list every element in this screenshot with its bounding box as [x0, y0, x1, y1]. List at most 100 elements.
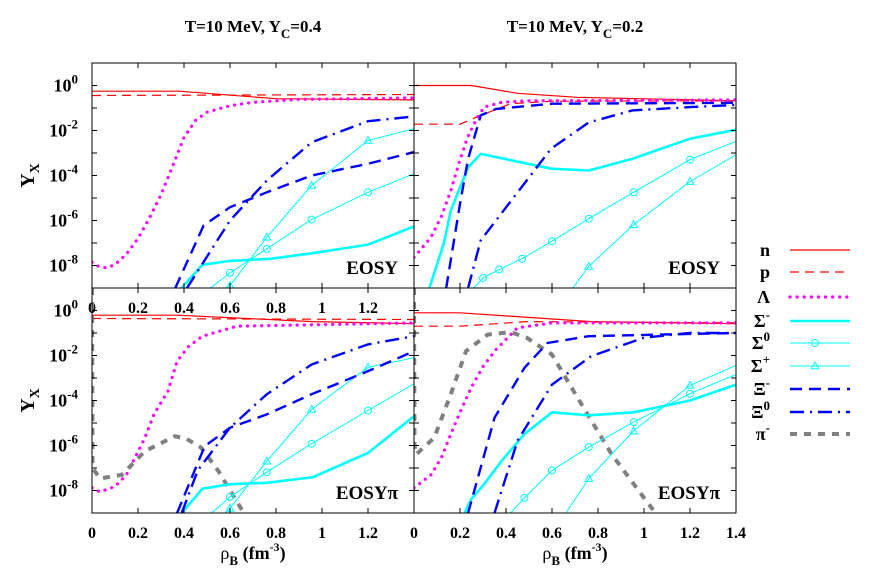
text-span: Ξ [753, 379, 765, 399]
panel-top-right: T=10 MeV, YC=0.2 EOSY [413, 17, 737, 289]
text-span: 0.6 [220, 525, 240, 542]
text-span: -2 [67, 342, 78, 357]
y-tick-label: 10-8 [49, 477, 78, 501]
text-span: Σ [754, 311, 766, 331]
data-point-Sigma0 [518, 254, 527, 263]
x-tick-label: 1.2 [358, 300, 378, 317]
text-span: EOSYπ [658, 483, 721, 504]
text-span: 0.4 [496, 525, 516, 542]
legend-item-Xi0: Ξ0 [751, 398, 850, 422]
text-span: 10 [49, 481, 67, 501]
panel-title: T=10 MeV, YC=0.4 [185, 17, 322, 41]
data-point-Sigma0 [629, 418, 638, 427]
x-tick-label: 1.4 [726, 525, 746, 542]
text-span: =0.4 [290, 17, 321, 36]
data-point-Sigma0 [479, 273, 487, 282]
text-span: B [551, 553, 560, 568]
legend-label: Ξ- [753, 375, 770, 399]
text-span: X [28, 388, 43, 398]
y-tick-label: 10-4 [49, 162, 78, 186]
text-span: -3 [592, 540, 602, 554]
text-span: Λ [757, 287, 770, 307]
data-point-Sigma+ [584, 473, 594, 482]
text-span: 0.2 [128, 300, 148, 317]
text-span: ρ [220, 543, 229, 563]
text-span: T=10 MeV, Y [507, 17, 603, 36]
y-tick-label: 10-8 [49, 252, 78, 276]
text-span: 10 [49, 256, 67, 276]
legend-label: Ξ0 [751, 398, 770, 422]
series-line-Sigma0 [473, 140, 736, 288]
data-point-Sigma0 [495, 265, 504, 274]
text-span: 0.8 [588, 525, 608, 542]
text-span: ) [602, 543, 608, 564]
y-tick-label: 100 [54, 297, 79, 321]
text-span: 0 [764, 398, 771, 413]
text-span: 1.2 [358, 300, 378, 317]
text-span: 0 [410, 525, 418, 542]
series-group [414, 84, 736, 288]
text-span: 1.2 [680, 525, 700, 542]
x-tick-label: 0.8 [266, 525, 286, 542]
text-span: (fm [560, 543, 591, 564]
text-span: 0.2 [450, 525, 470, 542]
text-span: C [603, 26, 612, 41]
x-tick-label: 1 [318, 300, 326, 317]
text-span: 0 [88, 525, 96, 542]
x-tick-label: 1.2 [358, 525, 378, 542]
text-span: 1.4 [726, 525, 746, 542]
text-span: 0.2 [128, 525, 148, 542]
text-span: (fm [238, 543, 269, 564]
x-tick-label: 0.8 [266, 300, 286, 317]
legend-label: Λ [757, 287, 770, 307]
text-span: -3 [270, 540, 280, 554]
series-line-pi- [414, 288, 658, 513]
data-point-Sigma+ [306, 404, 317, 413]
x-tick-label: 0.6 [220, 300, 240, 317]
panel-title: T=10 MeV, YC=0.2 [507, 17, 643, 41]
text-span: 10 [49, 346, 67, 366]
data-point-Sigma0 [364, 188, 372, 197]
series-line-Sigma0 [210, 173, 414, 288]
text-span: 10 [49, 211, 67, 231]
y-tick-label: 10-6 [49, 432, 78, 456]
text-span: 1 [318, 525, 326, 542]
series-line-Xi0 [466, 103, 736, 288]
data-point-Sigma+ [685, 380, 695, 389]
x-tick-label: 0.4 [174, 525, 194, 542]
series-line-Sigma+ [572, 154, 736, 288]
text-span: -4 [67, 387, 78, 402]
text-span: Σ [752, 333, 764, 353]
series-line-Sigma- [463, 383, 736, 513]
data-point-Sigma0 [686, 389, 694, 398]
data-point-Sigma0 [307, 215, 316, 224]
text-span: -8 [67, 477, 78, 492]
legend-item-Sigma0: Σ0 [752, 329, 850, 353]
data-point-Sigma+ [225, 280, 235, 288]
text-span: 10 [49, 166, 67, 186]
text-span: -2 [67, 117, 78, 132]
legend-label: π- [756, 420, 770, 444]
data-point-Sigma0 [584, 214, 593, 223]
text-span: 0 [72, 72, 79, 87]
text-span: 10 [49, 436, 67, 456]
y-axis-label: YX [17, 163, 43, 188]
panel-bottom-right: 0 0.2 0.4 0.6 0.8 1 1.2 1.4 ρB (fm-3) EOSYπ [410, 287, 746, 568]
text-span: - [766, 307, 770, 322]
text-span: - [766, 420, 770, 435]
text-span: 0 [72, 297, 79, 312]
data-point-Sigma0 [584, 443, 593, 452]
x-tick-label: 1 [318, 525, 326, 542]
series-line-Lambda [92, 96, 414, 270]
series-line-Xi0 [185, 115, 414, 288]
series-line-p [414, 321, 736, 327]
legend-label: n [760, 240, 770, 260]
x-tick-label: 0.4 [496, 525, 516, 542]
x-tick-label: 0.2 [128, 525, 148, 542]
series-line-Lambda [92, 321, 414, 494]
panel-annotation: EOSY [668, 258, 720, 279]
y-tick-label: 10-4 [49, 387, 78, 411]
data-point-Sigma0 [226, 268, 234, 277]
series-line-Sigma- [180, 415, 414, 513]
